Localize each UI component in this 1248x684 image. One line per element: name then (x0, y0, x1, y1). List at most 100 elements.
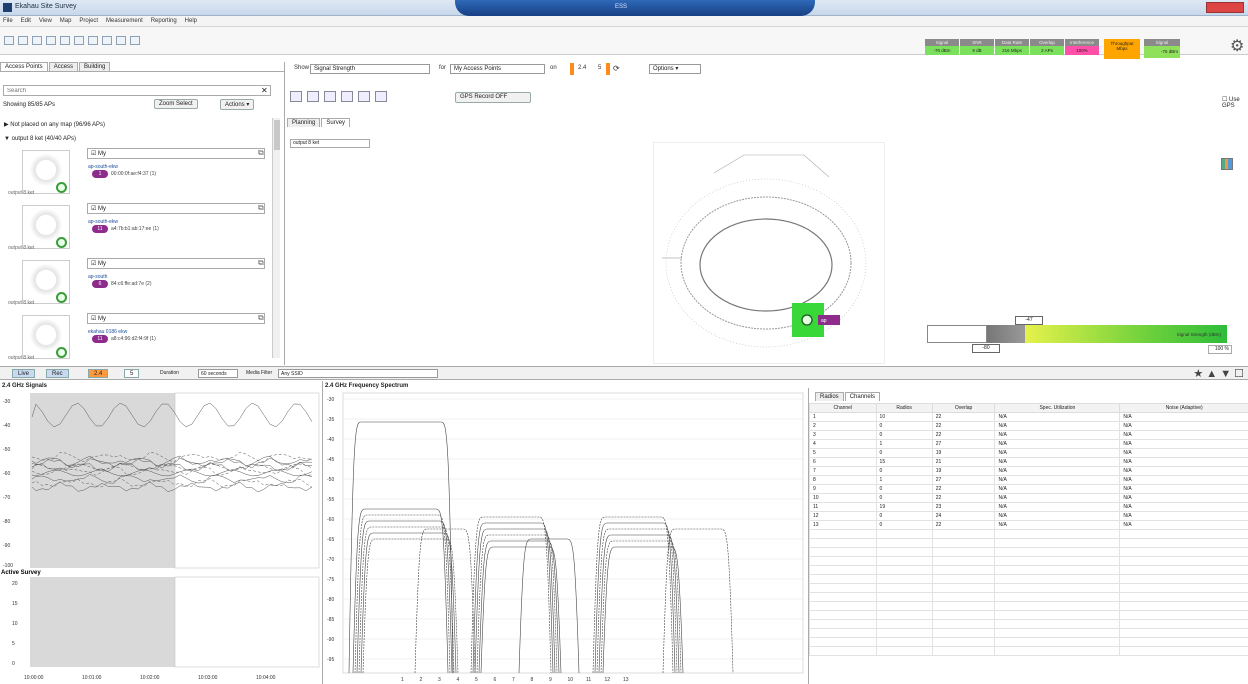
throughput-badge[interactable]: Throughput Mbps (1104, 39, 1140, 59)
refresh-icon[interactable]: ⟳ (613, 64, 620, 73)
copy-icon[interactable]: ⧉ (258, 203, 264, 212)
table-row[interactable]: 4 1 27 N/A N/A (809, 439, 1248, 449)
save-icon[interactable] (31, 36, 42, 45)
table-row[interactable]: 6 15 21 N/A N/A (809, 457, 1248, 467)
tab-building[interactable]: Building (79, 62, 111, 71)
table-row[interactable]: 9 0 22 N/A N/A (809, 484, 1248, 494)
chart-icon[interactable] (101, 36, 112, 45)
new-icon[interactable] (4, 36, 14, 45)
ap-list-item[interactable]: output 8 ket ☑ My ⧉ ap-south 6 84:c6:ffe… (8, 258, 265, 306)
group-not-placed[interactable]: ▶ Not placed on any map (96/96 APs) (4, 122, 106, 128)
copy-icon[interactable]: ⧉ (258, 258, 264, 267)
window-close-button[interactable] (1206, 2, 1244, 13)
table-row[interactable]: 1 10 22 N/A N/A (809, 412, 1248, 422)
duration-select[interactable]: 60 seconds (198, 369, 238, 378)
gps-record-button[interactable]: GPS Record OFF (455, 92, 531, 103)
zoom-icon[interactable] (358, 91, 370, 102)
ap-list-item[interactable]: output 8 ket ☑ My ⧉ ekahau 0186 ekw 11 a… (8, 313, 265, 361)
band-5-toggle[interactable]: 5 (124, 369, 140, 378)
floor-select[interactable]: output 8 ket (290, 139, 370, 148)
tool-icon[interactable] (73, 36, 84, 45)
table-row[interactable]: 10 0 22 N/A N/A (809, 493, 1248, 503)
freq-x-tick: 12 (605, 677, 611, 683)
table-row[interactable]: 3 0 22 N/A N/A (809, 430, 1248, 440)
menu-measurement[interactable]: Measurement (106, 18, 143, 24)
column-header[interactable]: Overlap (931, 403, 996, 413)
panel-controls[interactable]: ★ ▲ ▼ ☐ (1193, 368, 1244, 380)
menu-project[interactable]: Project (79, 18, 99, 24)
ap-check-field[interactable]: ☑ My (87, 258, 265, 269)
band-24-toggle[interactable]: 2.4 (578, 65, 587, 71)
tab-channels[interactable]: Channels (844, 392, 881, 401)
menu-help[interactable]: Help (184, 18, 197, 24)
band-24-toggle[interactable]: 2.4 (88, 369, 109, 378)
table-row[interactable]: 8 1 27 N/A N/A (809, 475, 1248, 485)
globe-icon[interactable] (375, 91, 387, 102)
zone-icon[interactable] (341, 91, 353, 102)
search-input[interactable] (3, 85, 271, 96)
legend-marker-bottom[interactable]: -80 (972, 344, 1000, 353)
print-icon[interactable] (45, 36, 56, 45)
column-header[interactable]: Noise (Adaptive) (1119, 403, 1248, 413)
survey-icon[interactable] (324, 91, 336, 102)
table-row[interactable]: 7 0 19 N/A N/A (809, 466, 1248, 476)
use-gps-checkbox[interactable]: ☐ Use GPS (1222, 97, 1240, 109)
band-5-toggle[interactable]: 5 (598, 65, 602, 71)
redo-icon[interactable] (129, 36, 140, 45)
options-button[interactable]: Options ▾ (649, 64, 701, 74)
menu-edit[interactable]: Edit (20, 18, 31, 24)
menu-view[interactable]: View (38, 18, 52, 24)
table-cell: 21 (931, 457, 996, 467)
gear-icon[interactable]: ⚙ (1230, 38, 1245, 55)
copy-icon[interactable]: ⧉ (258, 313, 264, 322)
tab-survey[interactable]: Survey (321, 118, 351, 127)
table-row[interactable]: 2 0 22 N/A N/A (809, 421, 1248, 431)
chart-icon[interactable] (1221, 158, 1233, 170)
menu-map[interactable]: Map (59, 18, 72, 24)
svg-text:-80: -80 (3, 519, 10, 525)
table-row[interactable]: 12 0 24 N/A N/A (809, 511, 1248, 521)
menu-file[interactable]: File (3, 18, 13, 24)
table-row-empty (809, 601, 1248, 611)
list-icon[interactable] (307, 91, 319, 102)
column-header[interactable]: Radios (875, 403, 933, 413)
ap-list-item[interactable]: output 8 ket ☑ My ⧉ ap-south-ekw 1 00:00… (8, 148, 265, 196)
menu-reporting[interactable]: Reporting (150, 18, 177, 24)
tool-icon[interactable] (87, 36, 98, 45)
tab-planning[interactable]: Planning (287, 118, 321, 127)
table-row[interactable]: 5 0 19 N/A N/A (809, 448, 1248, 458)
column-header[interactable]: Channel (809, 403, 877, 413)
tab-access-points[interactable]: Access Points (0, 62, 48, 71)
rec-toggle[interactable]: Rec (46, 369, 69, 378)
tool-icon[interactable] (59, 36, 70, 45)
legend-marker-top[interactable]: -47 (1015, 316, 1043, 325)
table-row[interactable]: 11 19 23 N/A N/A (809, 502, 1248, 512)
ap-check-field[interactable]: ☑ My (87, 313, 265, 324)
ap-list-item[interactable]: output 8 ket ☑ My ⧉ ap-south-ekw 11 a4:7… (8, 203, 265, 251)
ap-check-field[interactable]: ☑ My (87, 148, 265, 159)
table-row-empty (809, 574, 1248, 584)
floor-plan-map[interactable]: ap (653, 142, 885, 364)
tab-access[interactable]: Access (48, 62, 79, 71)
close-icon[interactable]: ✕ (261, 86, 268, 95)
column-header[interactable]: Spec. Utilization (994, 403, 1121, 413)
actions-button[interactable]: Actions ▾ (220, 99, 255, 110)
table-cell: 1 (875, 439, 933, 449)
copy-icon[interactable]: ⧉ (258, 148, 264, 157)
group-placed[interactable]: ▼ output 8 ket (40/40 APs) (4, 136, 76, 142)
ap-filter-select[interactable]: My Access Points (450, 64, 545, 74)
media-filter-select[interactable]: Any SSID (278, 369, 438, 378)
channels-table-panel: Radios Channels Channel Radios Overlap Spec… (808, 388, 1248, 684)
table-row[interactable]: 13 0 22 N/A N/A (809, 520, 1248, 530)
open-icon[interactable] (17, 36, 28, 45)
pointer-icon[interactable] (290, 91, 302, 102)
ap-check-field[interactable]: ☑ My (87, 203, 265, 214)
zoom-select-button[interactable]: Zoom Select (154, 99, 198, 109)
left-scrollbar[interactable] (272, 118, 280, 358)
undo-icon[interactable] (115, 36, 126, 45)
zoom-level[interactable]: 100 % (1208, 345, 1232, 354)
freq-x-tick: 4 (457, 677, 460, 683)
live-toggle[interactable]: Live (12, 369, 36, 378)
visualization-select[interactable]: Signal Strength (310, 64, 430, 74)
tab-radios[interactable]: Radios (815, 392, 844, 401)
